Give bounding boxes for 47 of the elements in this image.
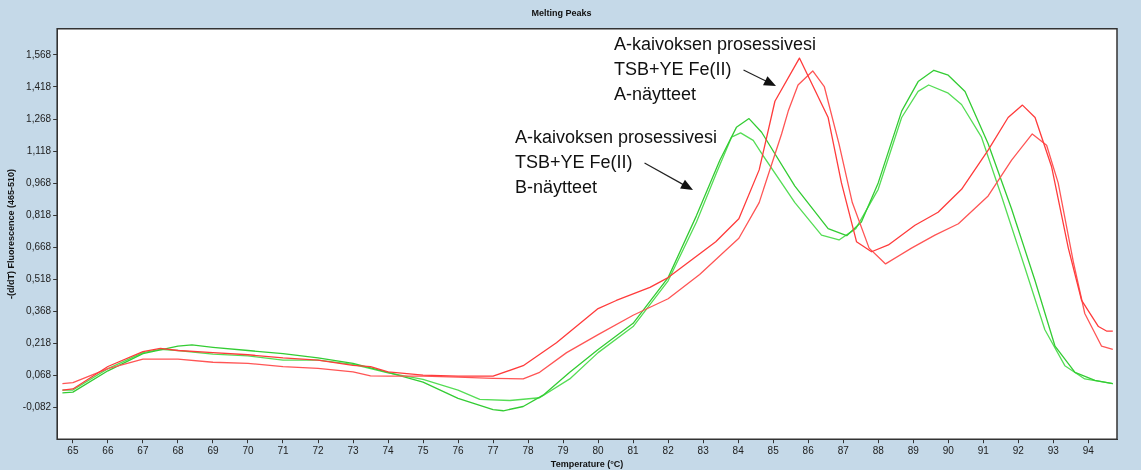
x-tick-label: 82: [662, 444, 675, 456]
y-tick-label: 1,118: [26, 144, 52, 156]
x-axis-title: Temperature (°C): [550, 459, 624, 470]
y-tick-label: 0,368: [26, 305, 52, 317]
x-tick-label: 84: [732, 444, 745, 456]
x-tick-label: 85: [767, 444, 780, 456]
y-tick-label: 0,068: [26, 369, 52, 381]
x-tick-label: 75: [417, 444, 430, 456]
x-tick-label: 92: [1012, 444, 1025, 456]
x-tick-label: 86: [802, 444, 815, 456]
x-tick-label: 91: [977, 444, 990, 456]
x-tick-label: 69: [207, 444, 219, 456]
x-tick-label: 94: [1082, 444, 1095, 456]
annotation: A-kaivoksen prosessivesi TSB+YE Fe(II) A-näytteet: [614, 33, 817, 104]
y-tick-label: 1,418: [26, 80, 52, 92]
y-tick-label: 0,218: [26, 337, 52, 349]
x-tick-label: 72: [312, 444, 324, 456]
y-tick-label: -0,082: [22, 401, 52, 413]
x-tick-label: 77: [487, 444, 500, 456]
y-tick-label: 1,268: [26, 112, 52, 124]
y-tick-label: 0,518: [26, 273, 52, 285]
x-tick-label: 74: [382, 444, 395, 456]
x-tick-label: 67: [137, 444, 149, 456]
y-tick-label: 1,568: [26, 48, 52, 60]
x-tick-label: 68: [172, 444, 184, 456]
x-tick-label: 90: [942, 444, 955, 456]
y-tick-label: 0,668: [26, 241, 52, 252]
x-tick-label: 93: [1047, 444, 1060, 456]
x-tick-label: 87: [837, 444, 850, 456]
chart-title: Melting Peaks: [531, 7, 592, 18]
x-tick-label: 70: [242, 444, 254, 456]
y-tick-label: 0,818: [26, 208, 52, 220]
x-tick-label: 81: [627, 444, 640, 456]
annotation: A-kaivoksen prosessivesi TSB+YE Fe(II) B-näytteet: [515, 126, 718, 197]
x-tick-label: 89: [907, 444, 920, 456]
x-tick-label: 65: [67, 444, 79, 456]
x-tick-label: 83: [697, 444, 710, 456]
x-tick-label: 66: [102, 444, 114, 456]
y-tick-label: 0,968: [26, 176, 52, 188]
x-tick-label: 76: [452, 444, 465, 456]
x-tick-label: 79: [557, 444, 570, 456]
x-tick-label: 88: [872, 444, 885, 456]
x-tick-label: 78: [522, 444, 535, 456]
x-tick-label: 71: [277, 444, 289, 456]
y-axis-title: -(d/dT) Fluorescence (465-510): [5, 168, 16, 300]
x-tick-label: 80: [592, 444, 605, 456]
x-tick-label: 73: [347, 444, 360, 456]
